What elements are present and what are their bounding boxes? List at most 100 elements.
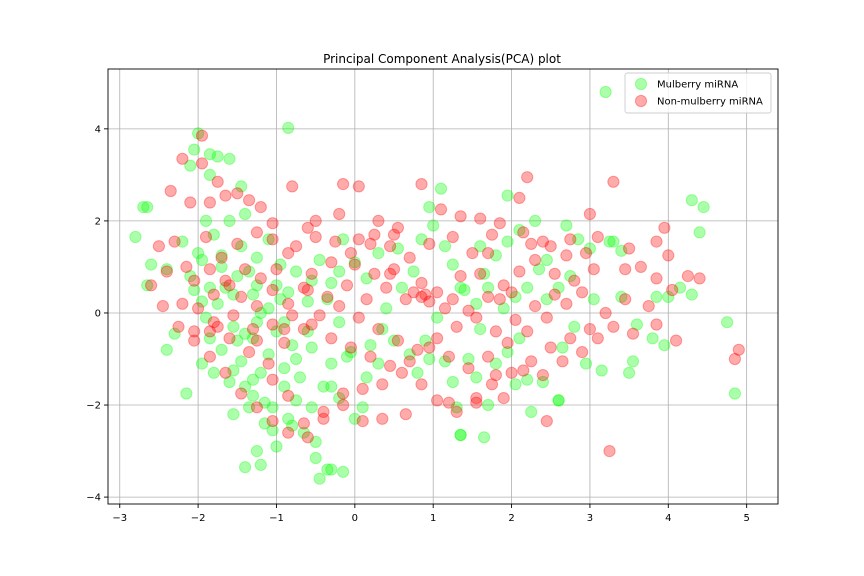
scatter-point: [493, 293, 506, 306]
scatter-point: [568, 274, 581, 287]
scatter-point: [536, 375, 550, 389]
scatter-point: [266, 401, 279, 414]
scatter-point: [497, 392, 510, 405]
scatter-point: [474, 212, 487, 225]
scatter-point: [493, 217, 506, 230]
scatter-point: [199, 214, 213, 227]
scatter-point: [207, 316, 220, 329]
scatter-point: [607, 235, 620, 248]
scatter-point: [195, 129, 209, 142]
scatter-point: [286, 339, 299, 352]
scatter-point: [415, 290, 428, 303]
scatter-point: [497, 302, 510, 315]
scatter-point: [227, 320, 240, 333]
scatter-point: [376, 412, 389, 425]
scatter-point: [266, 283, 279, 297]
scatter-point: [227, 288, 240, 301]
scatter-point: [239, 327, 252, 340]
scatter-point: [176, 152, 189, 165]
scatter-point: [681, 270, 695, 283]
scatter-point: [223, 214, 236, 227]
scatter-point: [246, 373, 260, 386]
scatter-point: [266, 217, 279, 230]
scatter-point: [368, 267, 381, 280]
scatter-point: [423, 295, 436, 308]
scatter-point: [501, 336, 514, 349]
scatter-point: [141, 279, 154, 292]
scatter-point: [340, 350, 354, 363]
scatter-point: [239, 207, 252, 221]
scatter-point: [442, 350, 455, 363]
scatter-point: [372, 323, 385, 336]
scatter-point: [513, 265, 526, 278]
scatter-point: [576, 346, 589, 359]
scatter-point: [297, 323, 310, 336]
scatter-point: [368, 228, 381, 241]
scatter-point: [235, 180, 248, 193]
scatter-point: [529, 253, 542, 267]
scatter-point: [203, 263, 216, 276]
scatter-point: [556, 355, 569, 368]
scatter-point: [489, 249, 502, 262]
scatter-point: [301, 221, 314, 234]
scatter-point: [434, 203, 448, 216]
scatter-point: [376, 323, 389, 336]
scatter-point: [278, 362, 291, 375]
scatter-point: [227, 408, 240, 421]
scatter-point: [160, 265, 173, 278]
scatter-point: [470, 396, 483, 409]
scatter-point: [376, 378, 389, 391]
scatter-point: [278, 380, 291, 393]
scatter-point: [360, 293, 373, 306]
scatter-point: [415, 378, 428, 391]
scatter-point: [309, 230, 322, 244]
scatter-point: [446, 258, 459, 271]
scatter-point: [544, 240, 557, 253]
scatter-point: [673, 281, 687, 294]
scatter-point: [258, 396, 271, 409]
y-tick-label: 0: [95, 308, 101, 319]
scatter-point: [634, 260, 648, 273]
scatter-point: [732, 343, 745, 356]
plot-frame: [107, 68, 779, 505]
scatter-point: [474, 240, 487, 253]
scatter-point: [254, 306, 267, 320]
scatter-point: [188, 283, 201, 297]
scatter-point: [321, 293, 334, 306]
legend-label: Non-mulberry miRNA: [657, 97, 763, 108]
scatter-point: [623, 366, 636, 379]
scatter-point: [282, 121, 295, 135]
scatter-points: [129, 85, 745, 485]
scatter-point: [509, 378, 522, 391]
scatter-point: [293, 371, 307, 384]
scatter-point: [278, 316, 291, 329]
scatter-point: [579, 357, 593, 370]
scatter-point: [693, 226, 706, 239]
scatter-point: [619, 293, 632, 306]
x-tick-label: 4: [665, 513, 671, 524]
scatter-point: [482, 290, 495, 303]
scatter-point: [544, 341, 557, 354]
scatter-point: [497, 279, 510, 292]
scatter-point: [282, 412, 295, 425]
scatter-point: [254, 201, 267, 214]
scatter-point: [188, 325, 201, 338]
scatter-point: [446, 230, 459, 244]
scatter-point: [274, 293, 287, 306]
scatter-point: [431, 286, 444, 299]
scatter-point: [399, 408, 412, 421]
scatter-point: [450, 401, 463, 414]
scatter-point: [176, 297, 189, 310]
scatter-point: [223, 332, 236, 345]
scatter-point: [454, 281, 467, 294]
scatter-point: [333, 265, 346, 278]
scatter-point: [364, 350, 377, 363]
scatter-point: [513, 191, 526, 204]
scatter-point: [215, 251, 228, 264]
scatter-point: [239, 461, 252, 474]
scatter-point: [399, 293, 412, 306]
scatter-point: [540, 415, 553, 428]
scatter-point: [595, 364, 608, 377]
scatter-point: [227, 364, 240, 377]
scatter-point: [278, 336, 291, 349]
